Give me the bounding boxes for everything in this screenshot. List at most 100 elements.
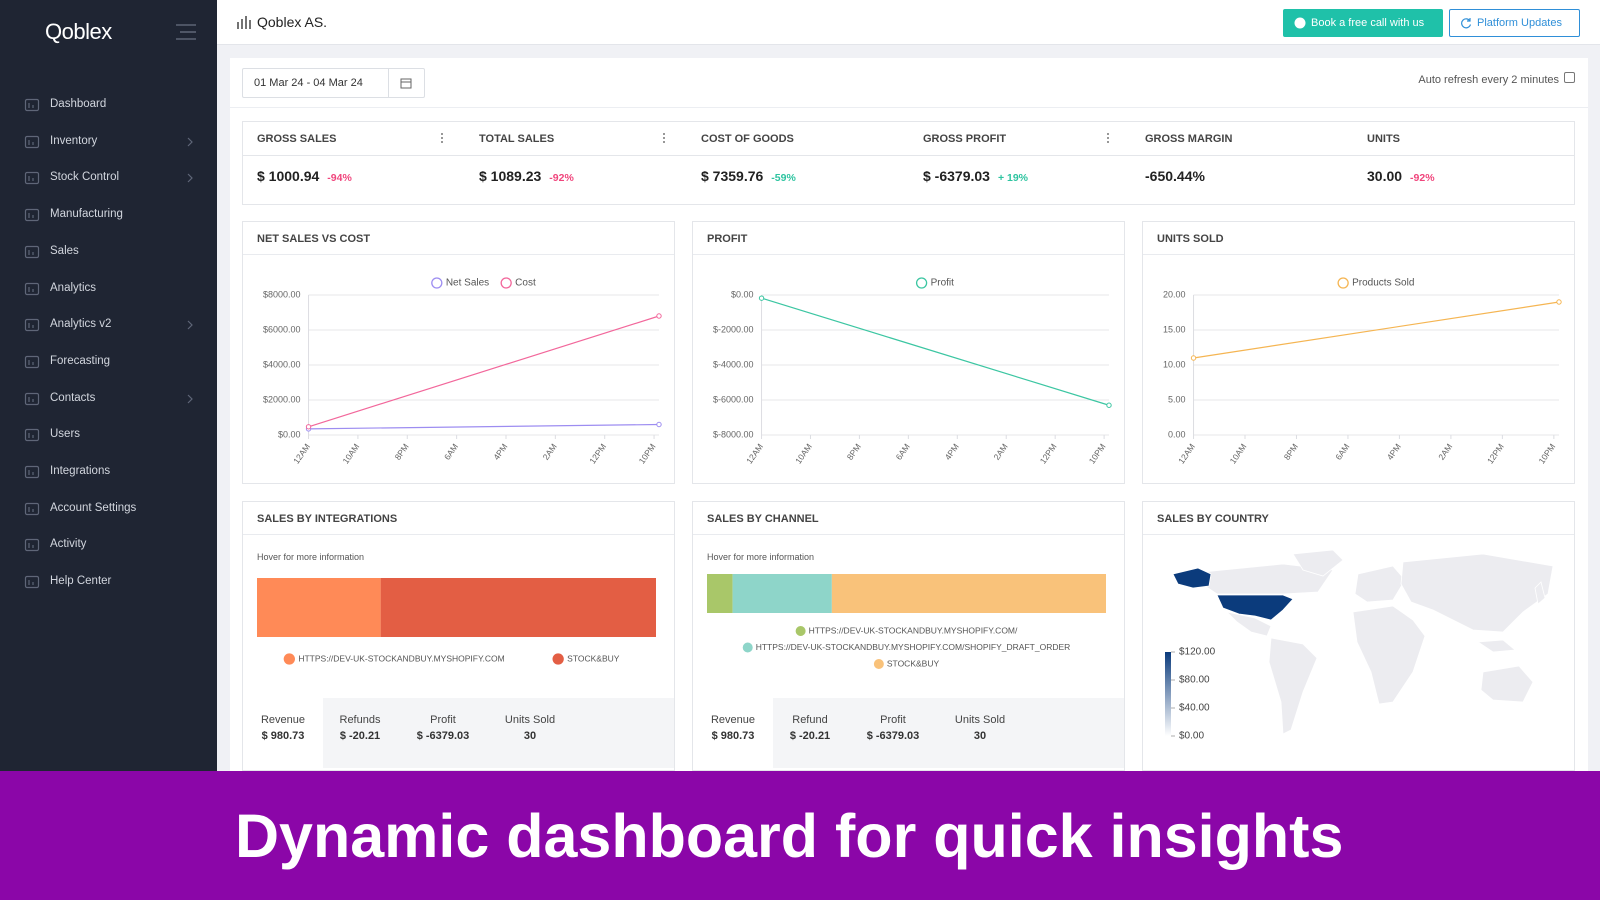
bar-segment	[380, 578, 656, 637]
nav-item[interactable]: Users	[0, 423, 217, 447]
nav-item[interactable]: Help Center	[0, 570, 217, 594]
nav-icon	[24, 172, 40, 185]
y-tick-label: $0.00	[731, 289, 754, 299]
x-tick-label: 10PM	[637, 442, 658, 466]
phone-icon-shape	[1294, 17, 1306, 29]
panel: NET SALES VS COST $0.00 $2000.00 $4000.00 $6…	[242, 221, 675, 484]
legend-marker	[431, 277, 443, 289]
y-tick-label: 15.00	[1163, 324, 1186, 334]
sidebar: Qoblex Dashboard Inventory Stock Control Man…	[0, 0, 217, 771]
country-alaska	[1172, 567, 1212, 589]
book-call-button[interactable]: Book a free call with us	[1283, 9, 1443, 37]
bar-segment	[732, 574, 832, 613]
data-point	[758, 295, 765, 301]
legend-marker	[742, 642, 753, 653]
data-point	[305, 424, 312, 430]
y-tick-label: $8000.00	[263, 289, 301, 299]
summary-label: Profit	[430, 714, 456, 726]
kpi-change: -59%	[771, 172, 796, 184]
data-point	[656, 421, 662, 428]
nav-item[interactable]: Dashboard	[0, 93, 217, 117]
kpi-change: -94%	[327, 172, 352, 184]
nav-icon-shape	[24, 172, 40, 185]
country-mexico	[1225, 611, 1272, 637]
platform-updates-button[interactable]: Platform Updates	[1449, 9, 1580, 37]
kpi-menu[interactable]	[662, 132, 666, 144]
series-line	[1193, 301, 1560, 359]
x-tick-label: 12AM	[744, 442, 765, 466]
nav-icon-shape	[24, 319, 40, 332]
series-line	[308, 315, 660, 428]
date-divider	[388, 69, 389, 97]
summary-label: Units Sold	[954, 714, 1006, 726]
scale-tick-label: $120.00	[1179, 647, 1216, 658]
nav-item[interactable]: Analytics	[0, 277, 217, 301]
nav-item[interactable]: Analytics v2	[0, 313, 217, 337]
company-icon	[237, 16, 251, 29]
summary-value: $ -6379.03	[416, 730, 470, 742]
nav-icon	[24, 502, 40, 515]
stacked-bar-chart: HTTPS://DEV-UK-STOCKANDBUY.MYSHOPIFY.COM…	[257, 578, 656, 665]
refresh-icon-shape	[1461, 18, 1472, 29]
scale-tick-label: $80.00	[1179, 675, 1210, 686]
nav-item[interactable]: Integrations	[0, 460, 217, 484]
x-tick-label: 6AM	[442, 442, 460, 462]
x-tick-label: 2AM	[541, 442, 559, 462]
nav-item[interactable]: Contacts	[0, 387, 217, 411]
x-tick-label: 8PM	[393, 442, 411, 462]
nav-label: Analytics v2	[50, 318, 112, 331]
nav-item[interactable]: Manufacturing	[0, 203, 217, 227]
data-point	[1190, 355, 1197, 361]
nav-item[interactable]: Activity	[0, 533, 217, 557]
panel: SALES BY COUNTRY $120.00 $80.00 $40.00 $0.00	[1142, 501, 1575, 771]
nav-chevron	[187, 137, 193, 147]
nav-item[interactable]: Inventory	[0, 130, 217, 154]
summary-background	[323, 698, 674, 768]
country-canada	[1202, 563, 1334, 595]
banner-text: Dynamic dashboard for quick insights	[235, 802, 1344, 870]
legend-marker	[873, 659, 884, 669]
legend-label: HTTPS://DEV-UK-STOCKANDBUY.MYSHOPIFY.COM…	[809, 625, 1018, 635]
auto-refresh-label: Auto refresh every 2 minutes	[1418, 74, 1559, 86]
legend-marker	[1337, 277, 1349, 289]
summary-value: 30	[973, 730, 987, 742]
kpi-value: $ 1089.23	[479, 168, 542, 184]
kpi-strip: GROSS SALES $ 1000.94 -94% TOTAL SALES $ 108…	[242, 121, 1575, 205]
x-tick-label: 12PM	[1038, 442, 1059, 466]
y-tick-label: $0.00	[278, 429, 301, 439]
nav-chevron	[187, 320, 193, 330]
nav-icon	[24, 355, 40, 368]
nav-item[interactable]: Stock Control	[0, 166, 217, 190]
kpi-menu-dot	[441, 133, 443, 135]
nav-item[interactable]: Account Settings	[0, 497, 217, 521]
auto-refresh-checkbox[interactable]	[1564, 72, 1575, 83]
kpi-menu[interactable]	[1106, 132, 1110, 144]
kpi-value: 30.00	[1367, 168, 1403, 184]
date-range-picker[interactable]: 01 Mar 24 - 04 Mar 24	[242, 68, 425, 98]
summary-label: Refund	[792, 714, 828, 726]
nav-chevron-shape	[187, 137, 193, 147]
x-tick-label: 12PM	[587, 442, 608, 466]
country-japan	[1534, 581, 1546, 605]
nav-item[interactable]: Forecasting	[0, 350, 217, 374]
x-tick-label: 4PM	[943, 442, 961, 462]
nav-item[interactable]: Sales	[0, 240, 217, 264]
kpi-label: UNITS	[1367, 133, 1400, 145]
legend-item: HTTPS://DEV-UK-STOCKANDBUY.MYSHOPIFY.COM…	[742, 642, 1070, 653]
legend-label: STOCK&BUY	[887, 658, 940, 668]
legend-marker	[283, 653, 295, 665]
y-tick-label: $-2000.00	[713, 324, 754, 334]
panel: SALES BY CHANNEL Hover for more informati…	[692, 501, 1125, 771]
x-tick-label: 4PM	[491, 442, 509, 462]
nav-icon-shape	[24, 245, 40, 258]
x-tick-label: 2AM	[991, 442, 1009, 462]
company-name: Qoblex AS.	[257, 14, 328, 30]
summary-value: $ -20.21	[339, 730, 381, 742]
legend-marker	[552, 653, 564, 665]
nav-icon	[24, 539, 40, 552]
series-line	[308, 423, 660, 430]
kpi-menu[interactable]	[440, 132, 444, 144]
kpi-value: $ 7359.76	[701, 168, 764, 184]
menu-toggle[interactable]	[174, 23, 198, 41]
